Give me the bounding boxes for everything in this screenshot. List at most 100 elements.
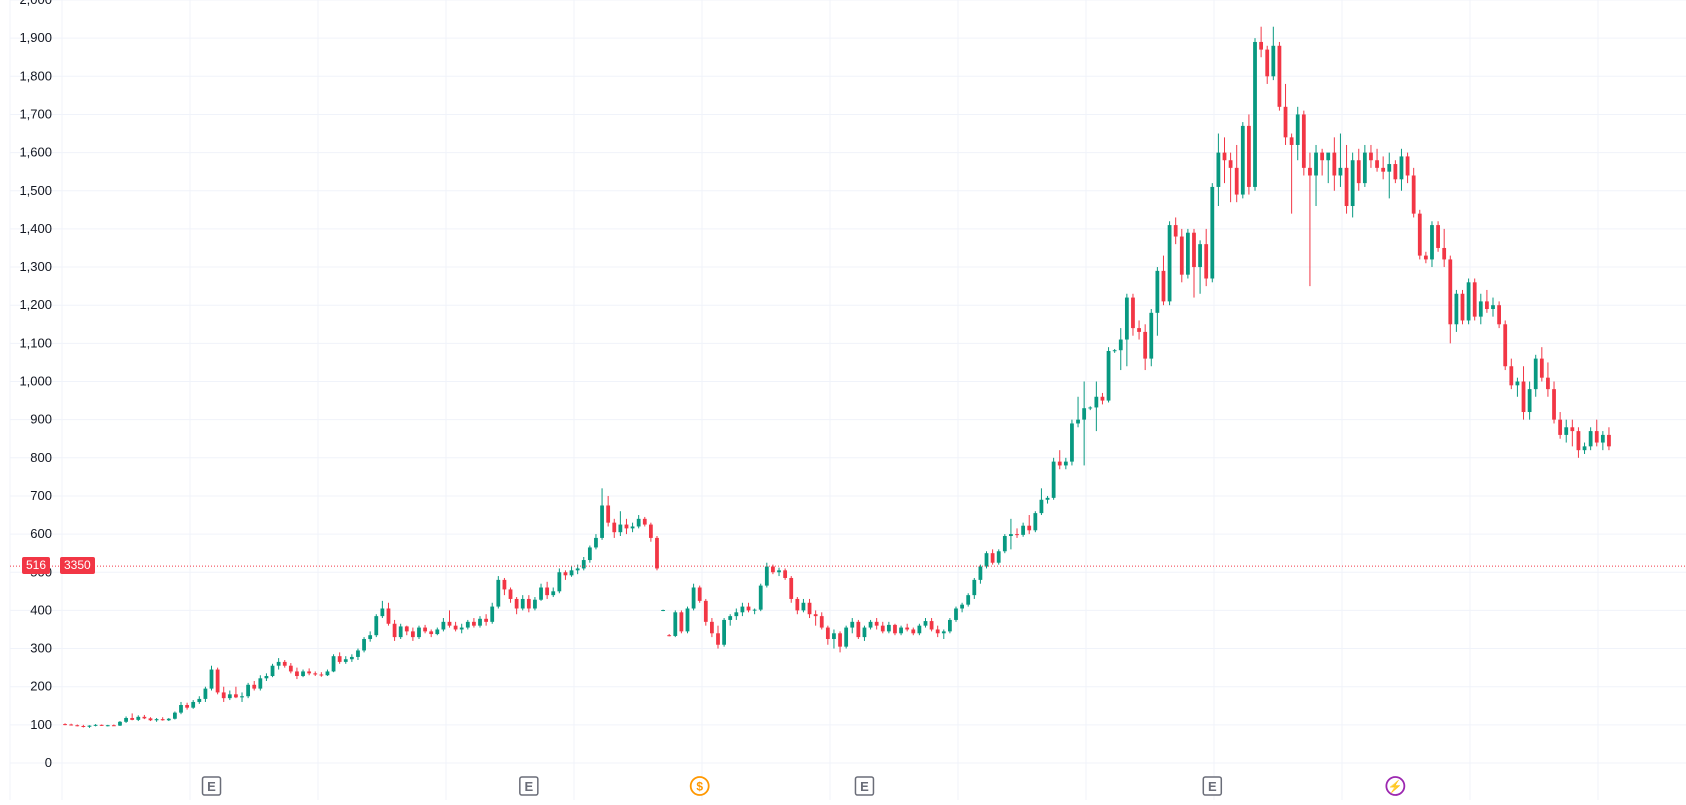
candle[interactable] xyxy=(825,625,830,645)
candle[interactable] xyxy=(935,625,940,638)
candle[interactable] xyxy=(905,623,910,632)
candle[interactable] xyxy=(1210,183,1215,283)
candle[interactable] xyxy=(844,625,849,649)
candle[interactable] xyxy=(1509,358,1514,390)
earnings-icon[interactable]: E xyxy=(1202,776,1223,796)
candle[interactable] xyxy=(1533,354,1538,397)
candle[interactable] xyxy=(1521,366,1526,420)
candle[interactable] xyxy=(929,618,934,632)
candle[interactable] xyxy=(1381,156,1386,180)
candle[interactable] xyxy=(1070,419,1074,466)
candle[interactable] xyxy=(600,488,604,540)
candle[interactable] xyxy=(1607,427,1611,451)
candle[interactable] xyxy=(1344,144,1349,214)
candle[interactable] xyxy=(545,581,550,599)
candle[interactable] xyxy=(1301,110,1306,176)
candle[interactable] xyxy=(374,614,379,638)
candle[interactable] xyxy=(87,725,92,728)
candle[interactable] xyxy=(856,619,861,640)
candle[interactable] xyxy=(1442,228,1447,268)
candle[interactable] xyxy=(1192,228,1196,298)
candle[interactable] xyxy=(960,602,964,613)
candle[interactable] xyxy=(624,518,629,535)
candle[interactable] xyxy=(886,621,891,634)
split-icon[interactable]: ⚡ xyxy=(1385,776,1406,796)
candle[interactable] xyxy=(240,692,244,702)
candle[interactable] xyxy=(899,625,903,636)
candle[interactable] xyxy=(648,522,653,542)
candle[interactable] xyxy=(1247,114,1251,195)
candle[interactable] xyxy=(1137,320,1141,340)
candle[interactable] xyxy=(154,717,159,722)
candle[interactable] xyxy=(874,618,879,630)
candle[interactable] xyxy=(917,623,922,636)
candle[interactable] xyxy=(349,654,354,662)
candle[interactable] xyxy=(1594,419,1599,447)
candle[interactable] xyxy=(972,577,977,599)
candle[interactable] xyxy=(1320,148,1325,176)
candle[interactable] xyxy=(1308,152,1312,287)
candle[interactable] xyxy=(124,716,128,723)
earnings-icon[interactable]: E xyxy=(854,776,875,796)
candle[interactable] xyxy=(75,724,80,727)
candle[interactable] xyxy=(1448,255,1453,344)
candle[interactable] xyxy=(166,717,171,722)
candle[interactable] xyxy=(1411,167,1416,218)
candle[interactable] xyxy=(1491,297,1495,317)
candle[interactable] xyxy=(1088,406,1093,411)
candle[interactable] xyxy=(941,629,946,640)
candle[interactable] xyxy=(362,637,366,653)
candle[interactable] xyxy=(1460,289,1465,325)
candle[interactable] xyxy=(1295,106,1300,161)
candle[interactable] xyxy=(227,690,232,701)
candle[interactable] xyxy=(813,610,818,626)
candle[interactable] xyxy=(118,721,122,726)
candle[interactable] xyxy=(398,623,403,640)
candle[interactable] xyxy=(1338,133,1343,187)
candle[interactable] xyxy=(1253,38,1257,191)
candle[interactable] xyxy=(581,556,586,571)
candle[interactable] xyxy=(404,625,409,636)
candle[interactable] xyxy=(1277,41,1282,111)
candle[interactable] xyxy=(1454,289,1459,332)
candle[interactable] xyxy=(1118,328,1123,371)
candle[interactable] xyxy=(789,576,794,603)
candle[interactable] xyxy=(526,595,531,613)
candle[interactable] xyxy=(1466,278,1471,325)
candle[interactable] xyxy=(1155,267,1160,336)
candle[interactable] xyxy=(490,602,495,624)
candle[interactable] xyxy=(673,610,678,638)
candle[interactable] xyxy=(587,545,592,563)
candle[interactable] xyxy=(1167,221,1172,306)
candle[interactable] xyxy=(1222,137,1227,184)
candle[interactable] xyxy=(722,618,726,647)
earnings-icon[interactable]: E xyxy=(201,776,222,796)
candle[interactable] xyxy=(429,629,434,638)
candle[interactable] xyxy=(923,618,928,628)
candle[interactable] xyxy=(1515,377,1520,397)
candle[interactable] xyxy=(1417,209,1422,260)
candle[interactable] xyxy=(160,717,165,721)
candle[interactable] xyxy=(1131,293,1135,336)
candle[interactable] xyxy=(215,667,220,695)
candle[interactable] xyxy=(948,618,952,634)
candle[interactable] xyxy=(1289,133,1294,214)
candle[interactable] xyxy=(752,608,757,615)
candle[interactable] xyxy=(697,585,702,603)
candle[interactable] xyxy=(502,577,507,596)
candle[interactable] xyxy=(209,665,214,691)
candle[interactable] xyxy=(1539,347,1544,382)
candle[interactable] xyxy=(612,518,617,538)
candle[interactable] xyxy=(356,648,360,660)
candle[interactable] xyxy=(295,667,299,680)
candle[interactable] xyxy=(1314,144,1318,207)
candle[interactable] xyxy=(1161,255,1166,306)
candle[interactable] xyxy=(410,627,415,641)
candle[interactable] xyxy=(618,511,623,537)
candle[interactable] xyxy=(1033,511,1038,533)
candle[interactable] xyxy=(392,619,397,641)
candle[interactable] xyxy=(441,618,446,632)
candle[interactable] xyxy=(1472,278,1477,321)
candle[interactable] xyxy=(954,606,958,622)
candle[interactable] xyxy=(301,669,305,678)
